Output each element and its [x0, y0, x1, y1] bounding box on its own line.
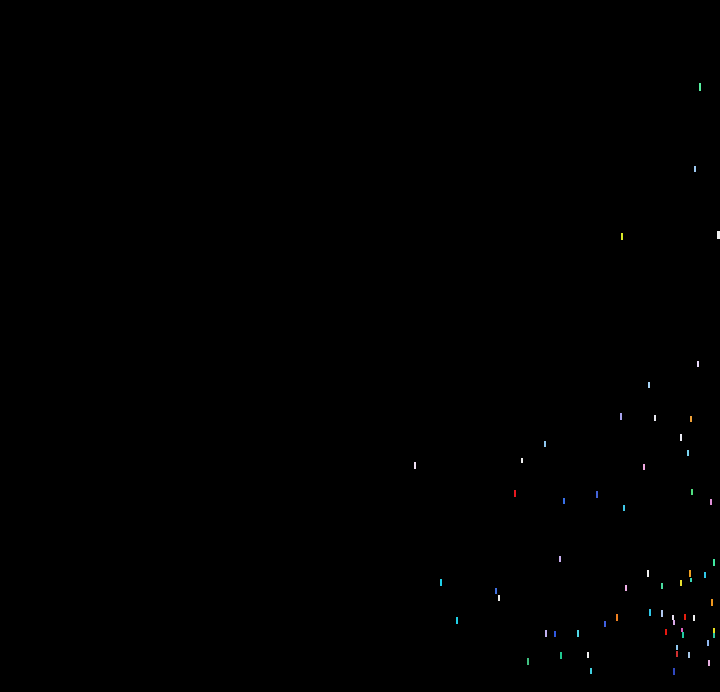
star — [596, 491, 598, 498]
star — [616, 614, 618, 621]
star — [704, 572, 706, 578]
star — [710, 499, 712, 505]
star — [680, 434, 682, 441]
star — [654, 415, 656, 421]
star — [495, 588, 497, 594]
star — [680, 580, 682, 586]
star — [713, 633, 715, 638]
star — [699, 83, 701, 91]
star — [643, 464, 645, 470]
star — [711, 599, 713, 606]
star — [544, 441, 546, 447]
star — [676, 651, 678, 657]
star — [527, 658, 529, 665]
star — [713, 628, 715, 633]
star — [697, 361, 699, 367]
star — [672, 615, 674, 620]
star — [691, 489, 693, 495]
star — [684, 614, 686, 620]
star — [661, 583, 663, 589]
star — [521, 458, 523, 463]
star — [707, 640, 709, 646]
star — [673, 620, 675, 625]
star — [456, 617, 458, 624]
star — [647, 570, 649, 577]
star — [687, 450, 689, 456]
star — [623, 505, 625, 511]
star — [708, 660, 710, 666]
star — [621, 233, 623, 240]
star — [693, 615, 695, 621]
star — [559, 556, 561, 562]
star — [690, 578, 692, 582]
star — [717, 231, 720, 239]
star — [440, 579, 442, 586]
star — [563, 498, 565, 504]
star — [625, 585, 627, 591]
star — [514, 490, 516, 497]
star — [604, 621, 606, 627]
star — [620, 413, 622, 420]
star — [554, 631, 556, 637]
star — [414, 462, 416, 469]
star — [587, 652, 589, 658]
star — [690, 416, 692, 422]
star — [689, 570, 691, 577]
star — [694, 166, 696, 172]
star — [590, 668, 592, 674]
star — [545, 630, 547, 637]
star — [498, 595, 500, 601]
star — [713, 559, 715, 566]
star — [676, 645, 678, 650]
star — [648, 382, 650, 388]
star — [560, 652, 562, 659]
star — [673, 668, 675, 675]
star — [681, 628, 683, 632]
star — [688, 652, 690, 658]
star — [577, 630, 579, 637]
star — [665, 629, 667, 635]
star — [649, 609, 651, 616]
star — [682, 632, 684, 638]
star — [661, 610, 663, 617]
